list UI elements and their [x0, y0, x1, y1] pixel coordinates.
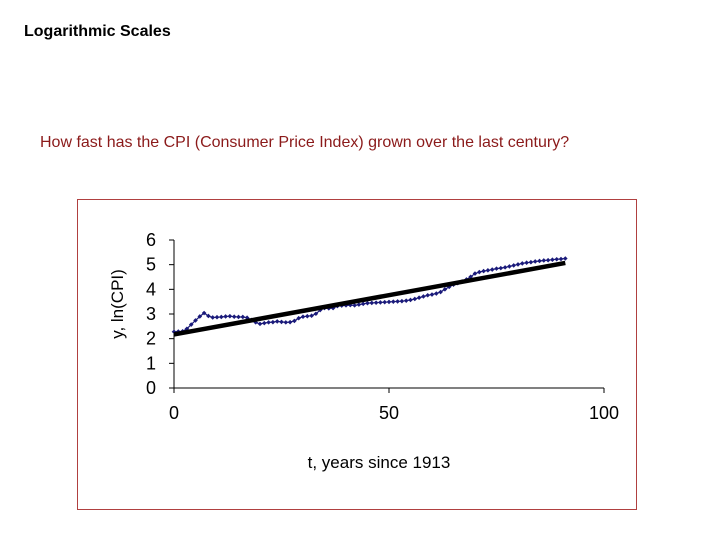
cpi-data-point [438, 289, 443, 295]
cpi-data-point [274, 319, 280, 324]
cpi-data-point [214, 314, 220, 320]
cpi-data-point [287, 319, 293, 325]
question-text: How fast has the CPI (Consumer Price Ind… [40, 134, 570, 151]
chart-tick-labels: 0 1 2 3 4 5 6 0 50 100 [146, 230, 619, 423]
cpi-data-point [300, 314, 306, 320]
cpi-data-point [520, 261, 525, 266]
cpi-data-point [279, 319, 284, 325]
cpi-data-point [266, 320, 271, 325]
cpi-data-point [201, 310, 207, 316]
y-tick-label: 1 [146, 353, 156, 373]
cpi-data-point [386, 299, 392, 305]
cpi-data-point [373, 300, 379, 305]
cpi-data-point [403, 298, 409, 303]
cpi-data-point [425, 292, 430, 298]
cpi-data-point [498, 265, 504, 271]
cpi-data-point [468, 274, 473, 280]
cpi-data-point [313, 311, 319, 317]
cpi-data-point [210, 315, 215, 320]
cpi-data-point [446, 284, 452, 290]
x-tick-label: 0 [169, 403, 179, 423]
cpi-data-point [532, 259, 538, 264]
cpi-data-point [236, 314, 241, 320]
linear-trend-line [173, 260, 566, 337]
cpi-data-point [434, 291, 439, 296]
y-tick-label: 4 [146, 279, 156, 299]
cpi-data-point [219, 314, 224, 320]
cpi-data-point [223, 314, 228, 319]
cpi-data-point [309, 313, 314, 319]
cpi-data-point [171, 329, 177, 335]
cpi-data-point [343, 303, 349, 308]
chart-frame: 0 1 2 3 4 5 6 0 50 100 t, years since 1913 y, ln(… [77, 199, 637, 510]
cpi-data-point [511, 263, 516, 268]
cpi-data-point [494, 266, 499, 271]
cpi-data-point [231, 314, 237, 320]
cpi-data-point [550, 257, 555, 263]
cpi-data-point [537, 258, 542, 264]
cpi-data-point [369, 300, 375, 306]
cpi-data-point [541, 258, 547, 263]
x-axis-label: t, years since 1913 [308, 453, 451, 472]
cpi-data-point [408, 297, 413, 303]
slide-title: Logarithmic Scales [24, 23, 171, 40]
cpi-data-point [485, 268, 491, 273]
cpi-data-point [554, 256, 559, 262]
cpi-data-point [262, 320, 267, 326]
cpi-data-point [502, 265, 508, 270]
cpi-data-point [283, 320, 289, 325]
cpi-data-point [481, 268, 486, 274]
cpi-data-point [270, 319, 276, 325]
x-tick-label: 50 [379, 403, 399, 423]
cpi-data-point [489, 267, 495, 272]
cpi-data-point [558, 256, 564, 262]
cpi-data-point [382, 299, 387, 305]
cpi-data-point [365, 300, 370, 306]
cpi-data-point [524, 260, 529, 265]
cpi-data-point [206, 313, 211, 319]
y-tick-label: 3 [146, 304, 156, 324]
cpi-data-point [240, 314, 246, 320]
x-tick-label: 100 [589, 403, 619, 423]
cpi-data-point [193, 318, 198, 323]
cpi-data-point [378, 300, 383, 305]
cpi-data-point [545, 257, 551, 263]
cpi-data-point [257, 321, 263, 327]
cpi-data-point [305, 313, 310, 319]
cpi-series-line [173, 257, 566, 333]
y-tick-label: 2 [146, 329, 156, 349]
cpi-data-point [391, 299, 396, 304]
cpi-data-point [352, 303, 357, 308]
cpi-data-point [477, 269, 482, 275]
chart-series [171, 256, 568, 337]
cpi-data-point [317, 307, 323, 313]
cpi-data-point [563, 256, 568, 261]
chart-axes [169, 239, 605, 393]
cpi-data-point [421, 294, 426, 299]
cpi-chart: 0 1 2 3 4 5 6 0 50 100 t, years since 1913 y, ln(… [108, 230, 619, 472]
cpi-data-point [253, 320, 258, 325]
cpi-data-point [412, 296, 418, 302]
y-axis-label: y, ln(CPI) [108, 269, 127, 339]
cpi-data-point [429, 292, 435, 297]
cpi-data-point [227, 313, 233, 319]
cpi-data-point [507, 264, 512, 269]
cpi-data-point [515, 262, 521, 267]
cpi-data-point [416, 295, 422, 301]
cpi-data-point [472, 271, 478, 276]
y-tick-label: 6 [146, 230, 156, 250]
y-tick-label: 5 [146, 255, 156, 275]
cpi-data-point [528, 259, 534, 265]
cpi-data-point [399, 298, 405, 304]
y-tick-label: 0 [146, 378, 156, 398]
cpi-data-point [395, 299, 400, 304]
